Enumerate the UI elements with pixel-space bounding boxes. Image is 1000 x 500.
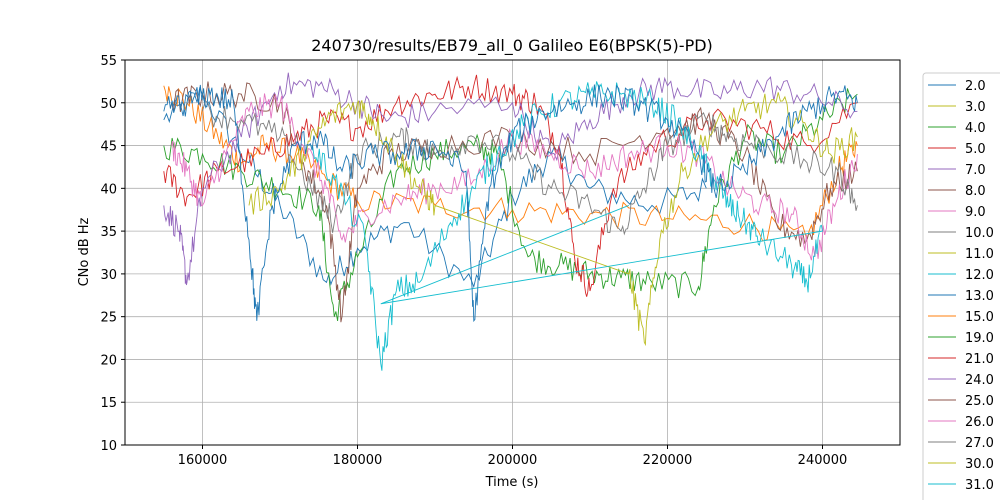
y-tick-label: 15 [100, 396, 117, 411]
legend-label: 15.0 [965, 310, 994, 325]
legend-label: 3.0 [965, 100, 986, 115]
legend-label: 5.0 [965, 142, 986, 157]
x-tick-label: 200000 [488, 453, 538, 468]
series-line-4.0 [163, 88, 858, 321]
legend: 2.0 3.0 4.0 5.0 7.0 8.0 9.0 10.0 11.0 12.0 13.0 15.… [922, 72, 1000, 500]
x-tick-label: 180000 [333, 453, 383, 468]
legend-label: 21.0 [965, 352, 994, 367]
series-line-5.0 [163, 74, 858, 297]
legend-label: 4.0 [965, 121, 986, 136]
legend-frame [922, 72, 1000, 500]
y-tick-label: 45 [100, 140, 117, 155]
y-tick-label: 10 [100, 439, 117, 454]
y-tick-label: 25 [100, 311, 117, 326]
chart-title: 240730/results/EB79_all_0 Galileo E6(BPS… [311, 36, 713, 56]
y-tick-label: 20 [100, 353, 117, 368]
legend-label: 11.0 [965, 247, 994, 262]
series-line-10.0 [202, 99, 858, 236]
series-line-2.0 [163, 86, 707, 289]
y-tick-label: 55 [100, 54, 117, 69]
series-line-7.0 [163, 72, 858, 286]
y-tick-label: 50 [100, 97, 117, 112]
y-axis-label: CNo dB Hz [77, 217, 92, 286]
legend-label: 19.0 [965, 331, 994, 346]
legend-label: 12.0 [965, 268, 994, 283]
series-layer [163, 72, 858, 371]
legend-label: 30.0 [965, 457, 994, 472]
series-line-3.0 [163, 85, 858, 242]
legend-label: 31.0 [965, 478, 994, 493]
legend-label: 26.0 [965, 415, 994, 430]
legend-label: 9.0 [965, 205, 986, 220]
legend-label: 8.0 [965, 184, 986, 199]
x-tick-label: 220000 [643, 453, 693, 468]
y-tick-label: 35 [100, 225, 117, 240]
x-tick-label: 240000 [798, 453, 848, 468]
x-tick-label: 160000 [178, 453, 228, 468]
x-axis: 160000 180000 200000 220000 240000 [178, 445, 848, 468]
y-tick-label: 30 [100, 268, 117, 283]
legend-label: 25.0 [965, 394, 994, 409]
series-line-9.0 [171, 93, 858, 261]
legend-label: 24.0 [965, 373, 994, 388]
y-tick-label: 40 [100, 182, 117, 197]
legend-label: 7.0 [965, 163, 986, 178]
legend-label: 10.0 [965, 226, 994, 241]
legend-label: 13.0 [965, 289, 994, 304]
series-line-13.0 [163, 84, 858, 323]
legend-label: 27.0 [965, 436, 994, 451]
x-axis-label: Time (s) [485, 475, 539, 490]
y-axis: 10 15 20 25 30 35 40 45 50 55 [100, 54, 125, 454]
legend-label: 2.0 [965, 79, 986, 94]
series-line-12.0 [310, 81, 824, 371]
series-line-11.0 [248, 92, 858, 347]
